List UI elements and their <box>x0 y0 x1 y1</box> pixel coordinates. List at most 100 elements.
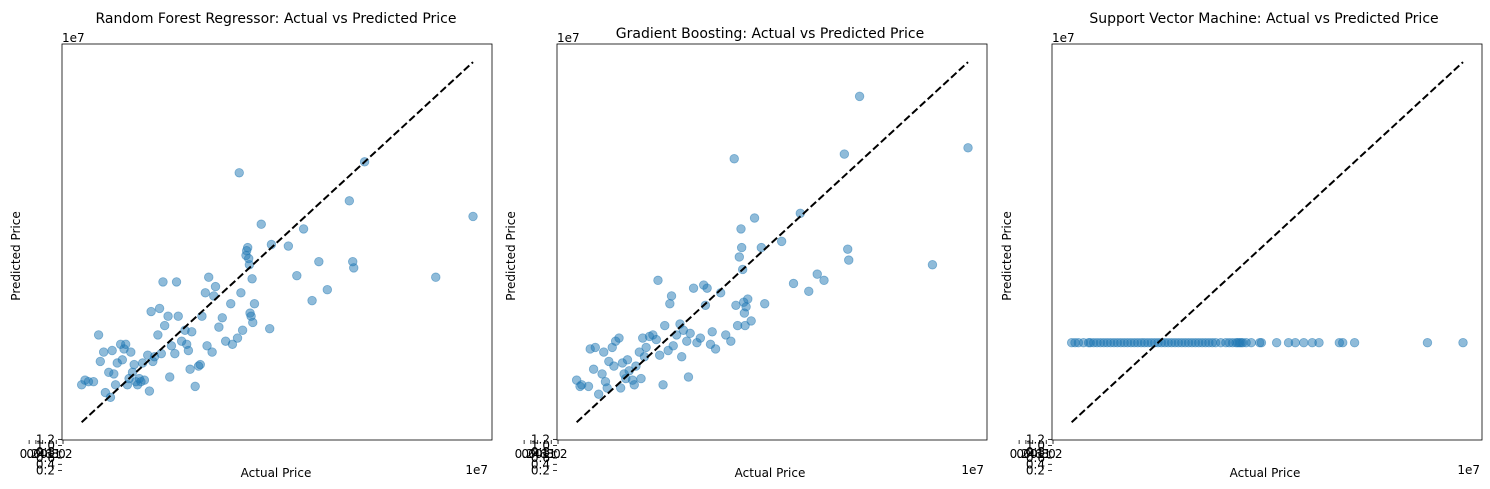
data-point <box>292 270 302 281</box>
x-axis-label: Actual Price <box>241 466 312 480</box>
data-point <box>854 91 865 102</box>
y-tick-label: 1.2 <box>531 432 550 446</box>
y-tick-label: 1.2 <box>36 432 55 446</box>
data-point <box>154 303 165 314</box>
y-axis-label: Predicted Price <box>504 211 518 300</box>
data-point <box>88 376 99 387</box>
x-tick-label: 0.8 <box>40 447 59 461</box>
data-point <box>1290 338 1300 348</box>
data-point <box>117 355 128 365</box>
data-point <box>788 278 799 289</box>
data-point <box>1314 338 1324 348</box>
data-point <box>146 306 156 317</box>
x-tick-label: 0.2 <box>1010 447 1029 461</box>
data-point <box>173 311 183 321</box>
data-point <box>105 392 116 402</box>
data-point <box>1256 338 1267 348</box>
data-point <box>185 364 195 374</box>
y-tick-label: 0.8 <box>36 445 55 459</box>
data-point <box>129 359 139 370</box>
data-point <box>839 149 850 159</box>
x-tick-label: 0.8 <box>535 447 554 461</box>
x-axis-label: Actual Price <box>735 466 806 480</box>
data-point <box>298 224 309 234</box>
data-point <box>468 211 478 222</box>
data-point <box>688 283 699 293</box>
x-tick-label: 1.2 <box>548 447 567 461</box>
data-point <box>749 213 760 223</box>
data-point <box>170 348 180 359</box>
data-point <box>207 347 217 357</box>
data-point <box>819 275 829 286</box>
data-point <box>756 242 767 253</box>
y-tick-label: 0.4 <box>36 457 55 471</box>
data-point <box>226 299 236 309</box>
data-point <box>234 168 244 178</box>
data-point <box>597 369 607 379</box>
data-point <box>654 350 665 360</box>
data-point <box>677 352 687 362</box>
x-tick-label: 0.8 <box>1030 447 1049 461</box>
y-tick-label: 1.0 <box>1026 439 1045 453</box>
reference-line <box>1070 61 1464 423</box>
data-point <box>322 285 333 295</box>
data-point <box>583 381 594 392</box>
x-tick-label: 1.0 <box>47 447 66 461</box>
data-point <box>110 380 121 390</box>
data-point <box>665 299 675 309</box>
data-point <box>126 347 136 357</box>
data-point <box>210 281 221 292</box>
data-point <box>641 342 651 353</box>
data-point <box>237 325 248 335</box>
data-point <box>156 348 166 359</box>
x-tick-label: 0.4 <box>1016 447 1035 461</box>
data-point <box>1246 338 1256 348</box>
data-point <box>144 386 155 396</box>
data-point <box>283 241 294 251</box>
data-point <box>616 383 626 393</box>
data-point <box>1458 338 1468 348</box>
data-point <box>721 330 731 340</box>
data-point <box>927 260 938 270</box>
x-tick-label: 0.2 <box>20 447 39 461</box>
data-point <box>249 299 260 309</box>
data-point <box>1349 338 1360 348</box>
y-tick-label: 0.6 <box>1026 451 1045 465</box>
data-point <box>590 342 600 353</box>
data-point <box>599 347 609 357</box>
axes-frame <box>556 43 988 441</box>
data-point <box>153 330 163 340</box>
y-axis-label: Predicted Price <box>1000 211 1014 300</box>
data-point <box>622 355 633 365</box>
data-point <box>731 300 741 311</box>
data-point <box>247 274 257 284</box>
data-point <box>307 295 317 306</box>
data-point <box>602 383 612 393</box>
axes-frame <box>61 43 493 441</box>
y-tick-label: 0.4 <box>531 457 550 471</box>
reference-line <box>575 61 969 423</box>
data-point <box>682 336 692 346</box>
y-tick-label: 0.2 <box>531 464 550 478</box>
x-tick-label: 0.6 <box>528 447 547 461</box>
y-tick-label: 0.8 <box>531 445 550 459</box>
data-point <box>195 359 205 370</box>
data-point <box>166 341 177 351</box>
x-tick-label: 0.6 <box>1023 447 1042 461</box>
data-point <box>668 341 678 351</box>
data-point <box>95 356 105 367</box>
data-point <box>666 291 677 301</box>
panel-title: Random Forest Regressor: Actual vs Predi… <box>96 11 457 27</box>
data-point <box>227 339 238 349</box>
panel-support-vector-machine: 0.20.40.60.81.01.20.20.40.60.81.01.2 Sup… <box>1000 11 1483 480</box>
data-point <box>812 269 822 279</box>
x-tick-label: 0.2 <box>515 447 534 461</box>
reference-line <box>80 61 474 423</box>
data-point <box>139 375 150 385</box>
data-point <box>588 364 599 374</box>
y-tick-label: 1.0 <box>531 439 550 453</box>
x-tick-label: 1.0 <box>542 447 561 461</box>
data-point <box>636 373 646 384</box>
data-point <box>653 275 663 286</box>
data-point <box>1422 338 1433 348</box>
